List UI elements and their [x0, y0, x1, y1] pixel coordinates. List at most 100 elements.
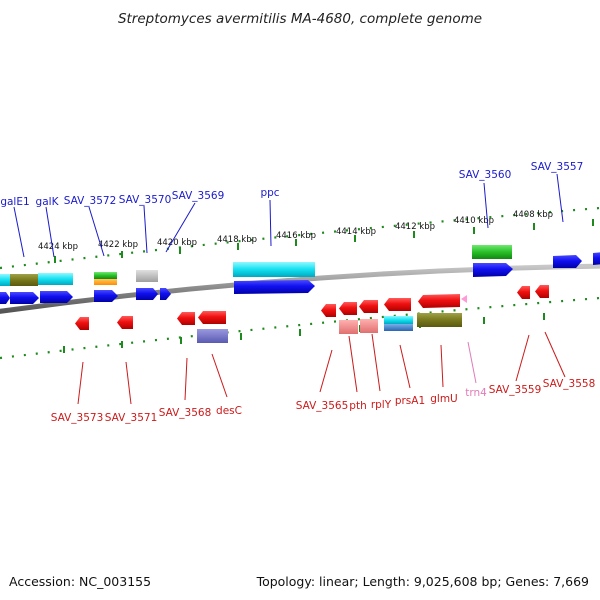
forward-callouts [13, 173, 564, 258]
gene-arrow-reverse[interactable] [117, 316, 133, 329]
kbp-tick-label: 4418 kbp [217, 235, 257, 245]
gene-label[interactable]: galE1 [0, 196, 29, 208]
gene-arrow-forward[interactable] [473, 263, 513, 277]
kbp-tick-label: 4414 kbp [336, 227, 376, 237]
gene-label[interactable]: rplY [371, 399, 392, 411]
gene-label[interactable]: SAV_3558 [543, 378, 596, 390]
gene-label[interactable]: SAV_3559 [489, 384, 542, 396]
gene-arrow-reverse[interactable] [177, 312, 195, 325]
gene-arrow-reverse[interactable] [517, 286, 530, 299]
kbp-tick-label: 4408 kbp [513, 210, 553, 220]
callout-line [515, 334, 530, 382]
callout-line [45, 206, 55, 258]
callout-line [483, 182, 489, 229]
genome-backbone [0, 263, 600, 314]
gene-arrow-forward[interactable] [234, 280, 315, 294]
gene-label[interactable]: ppc [260, 187, 279, 199]
feature-bar [233, 262, 315, 277]
reverse-gene-labels: SAV_3573 SAV_3571 SAV_3568 desC SAV_3565… [51, 378, 596, 424]
feature-bar [360, 319, 378, 333]
gene-arrow-forward[interactable] [40, 291, 73, 303]
gene-arrow-forward[interactable] [160, 288, 171, 300]
feature-bar [384, 324, 413, 331]
gene-label[interactable]: pth [349, 400, 366, 412]
gene-arrow-reverse[interactable] [535, 285, 549, 298]
gene-arrow-reverse[interactable] [384, 298, 411, 311]
callout-line [544, 331, 566, 378]
feature-bar [94, 272, 117, 279]
kbp-tick-label: 4416 kbp [276, 231, 316, 241]
callout-line [184, 357, 188, 401]
callout-line [77, 361, 84, 405]
kbp-tick-label: 4412 kbp [395, 222, 435, 232]
forward-gene-labels: galE1 galK SAV_3572 SAV_3570 SAV_3569 pp… [0, 161, 583, 208]
gene-arrow-forward[interactable] [0, 292, 10, 304]
gene-arrow-reverse[interactable] [339, 302, 357, 315]
reverse-callouts [77, 331, 566, 405]
feature-bar [417, 313, 462, 327]
gene-arrow-forward[interactable] [553, 255, 582, 268]
gene-arrow-reverse[interactable] [198, 311, 226, 324]
gene-label[interactable]: SAV_3569 [172, 190, 225, 202]
callout-line [348, 335, 358, 393]
feature-bar [472, 245, 512, 259]
kbp-tick-label: 4420 kbp [157, 238, 197, 248]
forward-genes [0, 252, 600, 304]
gene-arrow-forward[interactable] [94, 290, 118, 302]
gene-label[interactable]: SAV_3573 [51, 412, 104, 424]
callout-line [440, 344, 444, 388]
reverse-features [197, 313, 462, 343]
feature-bar [136, 270, 158, 282]
gene-arrow-forward[interactable] [10, 292, 39, 304]
gene-arrow-reverse[interactable] [75, 317, 89, 330]
feature-bar [384, 316, 413, 324]
upper-ruler [0, 206, 600, 270]
feature-bar [38, 273, 73, 285]
gene-arrow-reverse[interactable] [418, 294, 460, 308]
callout-line [269, 199, 272, 247]
gene-label[interactable]: glmU [430, 393, 458, 405]
feature-bar [339, 320, 358, 334]
callout-line [125, 361, 132, 405]
gene-label[interactable]: galK [36, 196, 60, 208]
callout-line [88, 206, 105, 257]
callout-line [211, 353, 228, 398]
upper-ruler-dots [0, 206, 600, 270]
gene-label[interactable]: SAV_3571 [105, 412, 158, 424]
gene-label[interactable]: prsA1 [395, 395, 425, 407]
lower-ruler [0, 296, 600, 360]
gene-label[interactable]: SAV_3570 [119, 194, 172, 206]
gene-label[interactable]: SAV_3568 [159, 407, 212, 419]
callout-line [371, 333, 381, 392]
lower-ruler-dots [0, 296, 600, 360]
callout-line [13, 206, 25, 258]
gene-arrow-forward[interactable] [593, 252, 600, 265]
map-title: Streptomyces avermitilis MA-4680, comple… [118, 11, 482, 27]
gene-label-trna[interactable]: trn4 [465, 387, 487, 399]
gene-label[interactable]: SAV_3560 [459, 169, 512, 181]
gene-label[interactable]: SAV_3565 [296, 400, 349, 412]
feature-bar [94, 279, 117, 285]
kbp-tick-label: 4422 kbp [98, 240, 138, 250]
kbp-tick-label: 4410 kbp [454, 216, 494, 226]
gene-arrow-reverse[interactable] [359, 300, 378, 313]
feature-bar [0, 274, 10, 286]
gene-label[interactable]: SAV_3572 [64, 195, 117, 207]
trna-arrow[interactable] [461, 295, 467, 303]
forward-features [0, 245, 512, 286]
reverse-genes [75, 285, 549, 330]
callout-line [556, 173, 564, 223]
gene-arrow-forward[interactable] [136, 288, 158, 300]
gene-label[interactable]: SAV_3557 [531, 161, 584, 173]
feature-bar [197, 329, 228, 343]
gene-arrow-reverse[interactable] [321, 304, 336, 317]
callout-line [399, 344, 411, 389]
gene-label[interactable]: desC [216, 405, 242, 417]
accession-text: Accession: NC_003155 [9, 574, 151, 589]
callout-line [319, 349, 333, 393]
callout-line [165, 202, 196, 253]
callout-line [467, 341, 477, 384]
topology-text: Topology: linear; Length: 9,025,608 bp; … [256, 574, 589, 589]
